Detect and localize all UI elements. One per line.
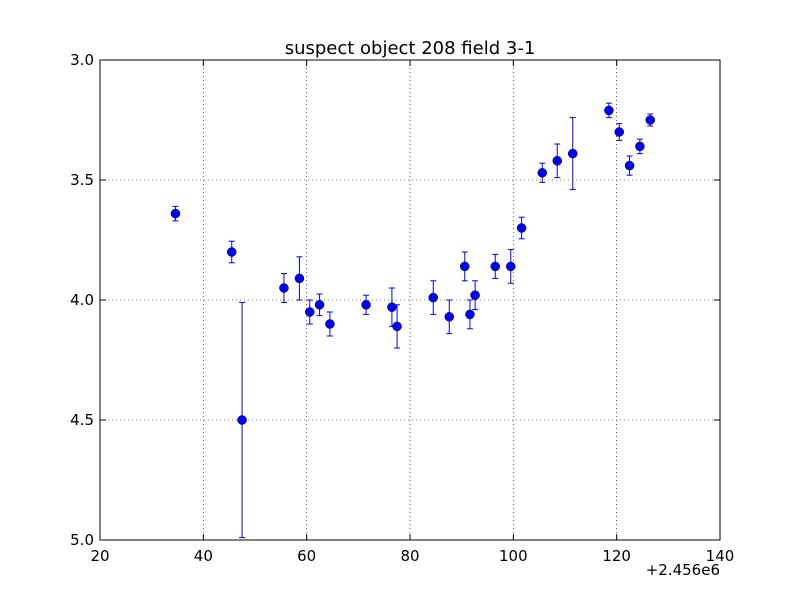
y-tick-label: 3.0 xyxy=(70,51,94,69)
data-point xyxy=(227,247,237,257)
data-series xyxy=(170,102,655,539)
data-point xyxy=(624,160,635,171)
data-point xyxy=(294,273,305,284)
data-point xyxy=(170,208,181,219)
x-tick-label: 80 xyxy=(400,547,419,565)
y-tick-label: 4.0 xyxy=(70,291,94,309)
data-point xyxy=(516,223,527,233)
data-point xyxy=(237,415,247,425)
y-tick-label: 5.0 xyxy=(70,531,94,549)
data-point xyxy=(325,319,335,329)
y-tick-label: 4.5 xyxy=(70,411,94,429)
data-point xyxy=(444,312,455,322)
data-point xyxy=(470,290,480,300)
data-point xyxy=(506,261,516,272)
data-point xyxy=(635,141,645,152)
x-tick-label: 120 xyxy=(602,547,631,565)
data-point xyxy=(490,261,500,272)
data-point xyxy=(305,307,315,317)
data-point xyxy=(645,115,655,125)
data-point xyxy=(537,168,548,178)
x-tick-label: 140 xyxy=(706,547,735,565)
x-tick-label: 60 xyxy=(297,547,316,565)
x-tick-label: 100 xyxy=(499,547,528,565)
data-point xyxy=(465,309,475,320)
data-point xyxy=(604,105,614,116)
chart-title: suspect object 208 field 3-1 xyxy=(285,38,536,59)
axis-ticks: 20 40 60 80 100 120 140 3.0 3.5 4.0 4.5 5.0 xyxy=(70,51,734,565)
data-point xyxy=(387,302,397,312)
data-point xyxy=(460,261,470,272)
data-point xyxy=(392,321,402,332)
data-point xyxy=(428,292,438,303)
data-point xyxy=(361,300,371,310)
data-point xyxy=(568,148,578,159)
y-tick-label: 3.5 xyxy=(70,171,94,189)
data-point xyxy=(552,156,562,166)
data-point xyxy=(314,300,325,310)
x-tick-label: 40 xyxy=(194,547,213,565)
data-point xyxy=(614,127,624,137)
x-tick-label: 20 xyxy=(90,547,109,565)
data-point xyxy=(279,283,289,293)
grid-lines xyxy=(100,60,720,540)
x-axis-offset-label: +2.456e6 xyxy=(646,561,720,579)
